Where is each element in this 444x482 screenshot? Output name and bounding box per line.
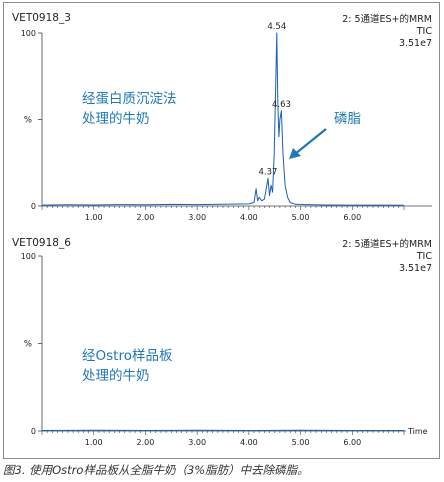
peak-callout: 磷脂 — [334, 111, 361, 127]
x-tick-label: 1.00 — [85, 213, 103, 222]
y-tick-label: 0 — [31, 427, 36, 436]
x-tick-label: 2.00 — [137, 213, 155, 222]
x-tick-label: 4.00 — [240, 438, 258, 447]
peak-label: 4.63 — [272, 100, 291, 110]
x-tick-label: 5.00 — [292, 213, 310, 222]
sample-id-label: VET0918_3 — [12, 12, 71, 24]
x-axis-label: Time — [407, 427, 428, 436]
x-tick-label: 3.00 — [188, 438, 206, 447]
trace-header-line: TIC — [416, 26, 433, 37]
chromatogram-figure: VET0918_3 2: 5通道ES+的MRM TIC 3.51e7 0 100% 1.00… — [3, 2, 440, 459]
y-tick-label: 100 — [21, 29, 36, 38]
y-axis-label: % — [24, 340, 32, 350]
trace-header-line: 3.51e7 — [399, 38, 432, 49]
y-axis-label: % — [24, 116, 32, 126]
panel-annotation: 经蛋白质沉淀法 — [82, 91, 177, 107]
x-tick-label: 2.00 — [137, 438, 155, 447]
x-tick-label: 6.00 — [343, 438, 361, 447]
callout-arrow-shaft — [294, 128, 327, 155]
y-tick-label: 0 — [31, 202, 36, 211]
trace-header-line: 2: 5通道ES+的MRM — [342, 13, 432, 25]
sample-id-label: VET0918_6 — [12, 237, 71, 249]
panel-annotation: 处理的牛奶 — [82, 111, 150, 127]
peak-label: 4.54 — [267, 22, 286, 32]
chromatogram-panels: VET0918_3 2: 5通道ES+的MRMTIC3.51e70100%1.00… — [12, 12, 433, 447]
trace-header-line: 3.51e7 — [399, 263, 432, 274]
trace-header-line: 2: 5通道ES+的MRM — [342, 238, 432, 250]
panel-annotation: 经Ostro样品板 — [82, 348, 173, 364]
panel-annotation: 处理的牛奶 — [82, 368, 150, 384]
x-tick-label: 5.00 — [292, 438, 310, 447]
peak-label: 4.37 — [259, 167, 278, 177]
x-tick-label: 1.00 — [85, 438, 103, 447]
x-tick-label: 6.00 — [343, 213, 361, 222]
figure-caption: 图3. 使用Ostro样品板从全脂牛奶（3%脂肪）中去除磷脂。 — [3, 463, 309, 477]
x-tick-label: 4.00 — [240, 213, 258, 222]
callout-arrow-head — [289, 148, 301, 159]
series-trace — [41, 32, 405, 206]
y-tick-label: 100 — [21, 252, 36, 261]
trace-header-line: TIC — [416, 251, 433, 262]
x-tick-label: 3.00 — [188, 213, 206, 222]
